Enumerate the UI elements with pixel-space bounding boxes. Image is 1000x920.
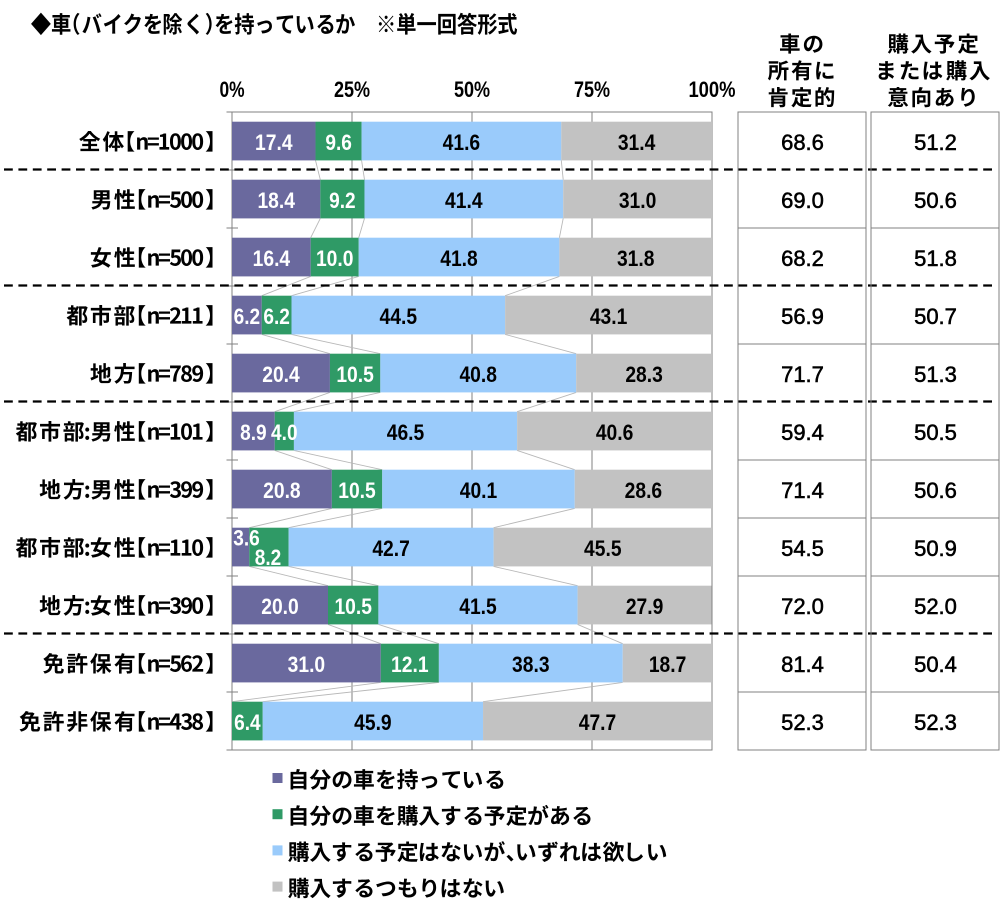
svg-text:28.3: 28.3: [625, 362, 663, 387]
svg-text:28.6: 28.6: [625, 478, 663, 503]
svg-text:6.4: 6.4: [234, 710, 261, 735]
svg-text:10.0: 10.0: [316, 246, 354, 271]
svg-text:50.9: 50.9: [914, 536, 957, 561]
svg-text:17.4: 17.4: [255, 130, 293, 155]
svg-text:38.3: 38.3: [512, 652, 550, 677]
svg-text:43.1: 43.1: [590, 304, 628, 329]
svg-text:50%: 50%: [454, 77, 490, 102]
svg-text:46.5: 46.5: [387, 420, 425, 445]
svg-text:4.0: 4.0: [271, 420, 298, 445]
svg-text:81.4: 81.4: [781, 652, 824, 677]
svg-text:59.4: 59.4: [781, 420, 824, 445]
svg-text:20.0: 20.0: [261, 594, 299, 619]
svg-text:25%: 25%: [334, 77, 370, 102]
svg-text:16.4: 16.4: [253, 246, 291, 271]
svg-text:50.4: 50.4: [914, 652, 957, 677]
svg-text:52.3: 52.3: [781, 710, 824, 735]
svg-text:75%: 75%: [574, 77, 610, 102]
svg-text:71.7: 71.7: [781, 362, 824, 387]
svg-text:50.7: 50.7: [914, 304, 957, 329]
svg-text:10.5: 10.5: [336, 362, 374, 387]
svg-text:52.0: 52.0: [914, 594, 957, 619]
svg-text:50.5: 50.5: [914, 420, 957, 445]
svg-text:41.6: 41.6: [443, 130, 481, 155]
svg-text:18.4: 18.4: [257, 188, 295, 213]
svg-text:40.6: 40.6: [596, 420, 634, 445]
svg-text:10.5: 10.5: [338, 478, 376, 503]
svg-text:40.8: 40.8: [459, 362, 497, 387]
svg-text:0%: 0%: [219, 77, 244, 102]
svg-text:27.9: 27.9: [626, 594, 664, 619]
svg-text:8.9: 8.9: [240, 420, 267, 445]
svg-text:45.5: 45.5: [584, 536, 622, 561]
svg-text:68.2: 68.2: [781, 246, 824, 271]
svg-text:42.7: 42.7: [372, 536, 410, 561]
svg-text:9.6: 9.6: [325, 130, 352, 155]
svg-text:45.9: 45.9: [354, 710, 392, 735]
svg-text:31.4: 31.4: [618, 130, 656, 155]
svg-text:54.5: 54.5: [781, 536, 824, 561]
svg-text:12.1: 12.1: [391, 652, 429, 677]
svg-text:6.2: 6.2: [234, 304, 261, 329]
svg-text:47.7: 47.7: [579, 710, 617, 735]
svg-text:51.8: 51.8: [914, 246, 957, 271]
svg-text:50.6: 50.6: [914, 188, 957, 213]
svg-text:9.2: 9.2: [329, 188, 356, 213]
svg-text:51.3: 51.3: [914, 362, 957, 387]
svg-text:6.2: 6.2: [263, 304, 290, 329]
svg-text:18.7: 18.7: [649, 652, 687, 677]
svg-text:10.5: 10.5: [334, 594, 372, 619]
svg-text:56.9: 56.9: [781, 304, 824, 329]
svg-text:71.4: 71.4: [781, 478, 824, 503]
svg-text:51.2: 51.2: [914, 130, 957, 155]
svg-text:8.2: 8.2: [255, 545, 282, 570]
svg-text:41.5: 41.5: [459, 594, 497, 619]
svg-text:69.0: 69.0: [781, 188, 824, 213]
svg-text:68.6: 68.6: [781, 130, 824, 155]
svg-text:31.0: 31.0: [619, 188, 657, 213]
svg-text:31.0: 31.0: [288, 652, 326, 677]
svg-text:44.5: 44.5: [380, 304, 418, 329]
svg-text:100%: 100%: [688, 77, 735, 102]
svg-text:50.6: 50.6: [914, 478, 957, 503]
svg-text:52.3: 52.3: [914, 710, 957, 735]
svg-text:20.8: 20.8: [263, 478, 301, 503]
svg-text:3.6: 3.6: [233, 526, 260, 551]
svg-text:31.8: 31.8: [617, 246, 655, 271]
svg-text:41.8: 41.8: [440, 246, 478, 271]
svg-text:72.0: 72.0: [781, 594, 824, 619]
svg-text:41.4: 41.4: [445, 188, 483, 213]
svg-text:20.4: 20.4: [262, 362, 300, 387]
svg-text:40.1: 40.1: [460, 478, 498, 503]
